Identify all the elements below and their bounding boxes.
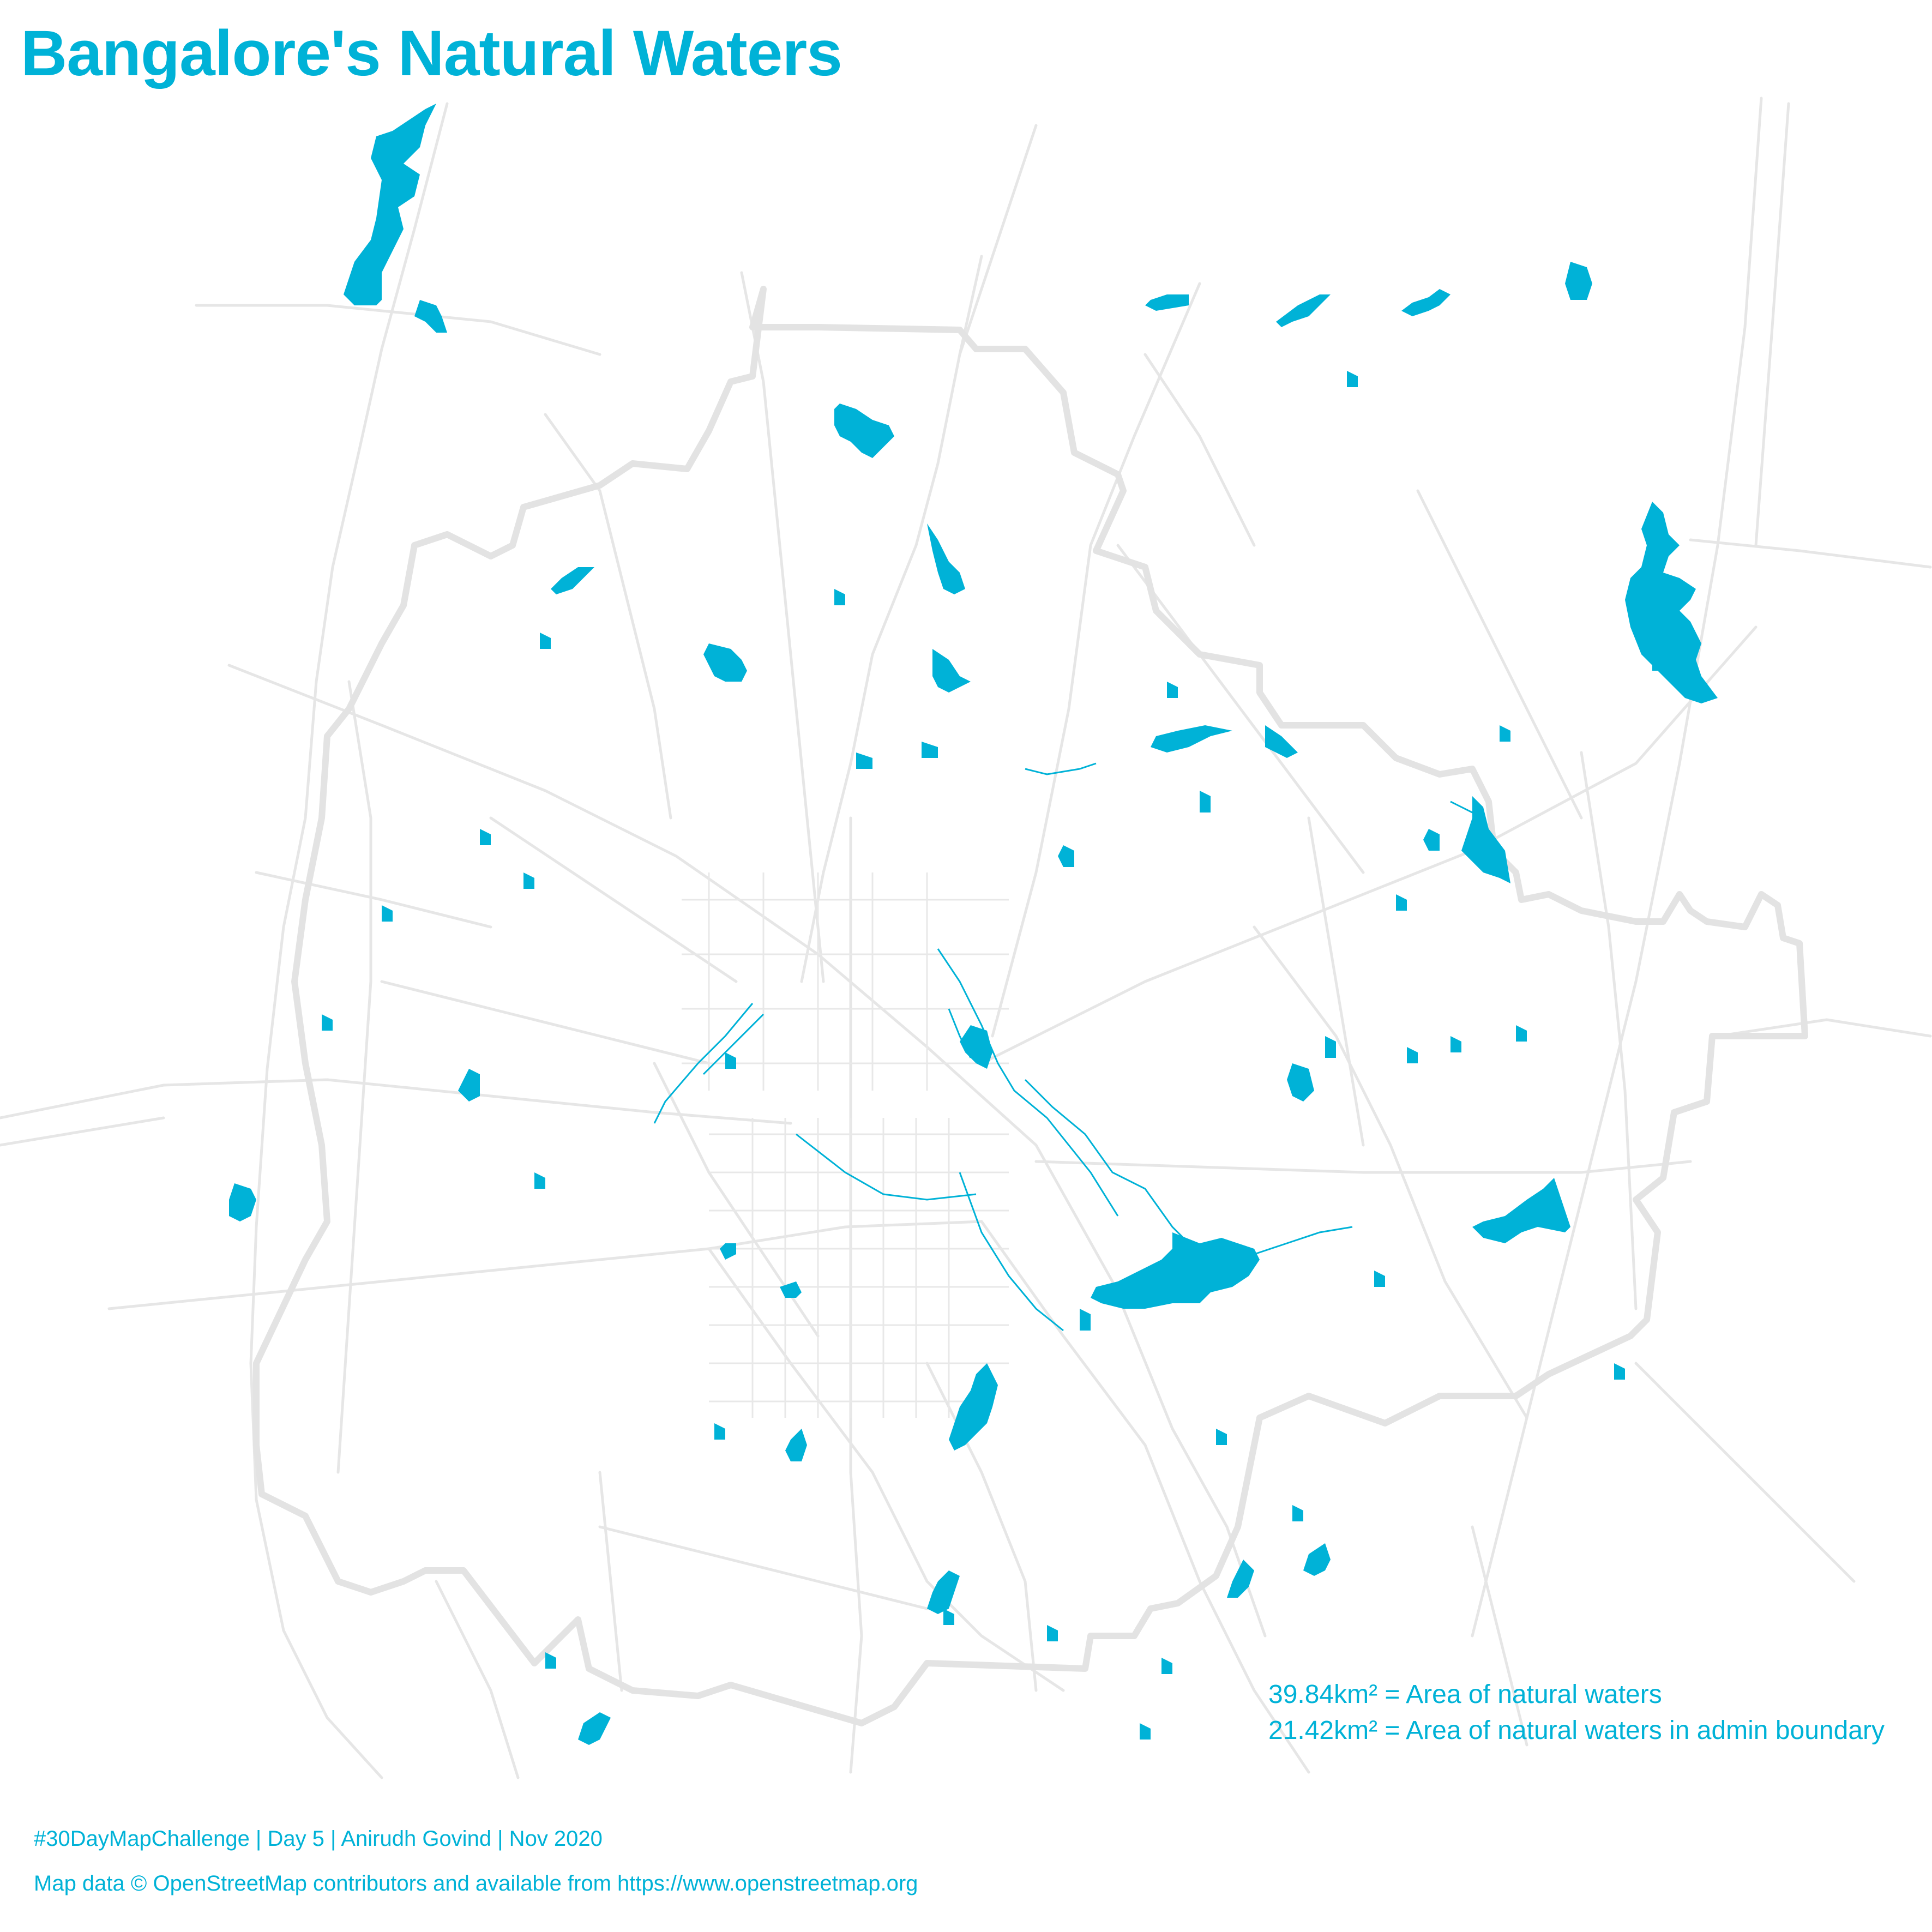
- road-network: [0, 97, 1932, 1779]
- map-title: Bangalore's Natural Waters: [21, 17, 842, 89]
- challenge-credit: #30DayMapChallenge | Day 5 | Anirudh Gov…: [34, 1827, 603, 1851]
- total-water-area-stat: 39.84km² = Area of natural waters: [1268, 1680, 1662, 1709]
- data-attribution: Map data © OpenStreetMap contributors an…: [34, 1871, 918, 1895]
- streams: [653, 762, 1495, 1332]
- admin-boundary: [253, 286, 1808, 1726]
- city-center-grid: [682, 872, 1009, 1418]
- water-bodies: [229, 104, 1718, 1745]
- admin-water-area-stat: 21.42km² = Area of natural waters in adm…: [1268, 1716, 1885, 1745]
